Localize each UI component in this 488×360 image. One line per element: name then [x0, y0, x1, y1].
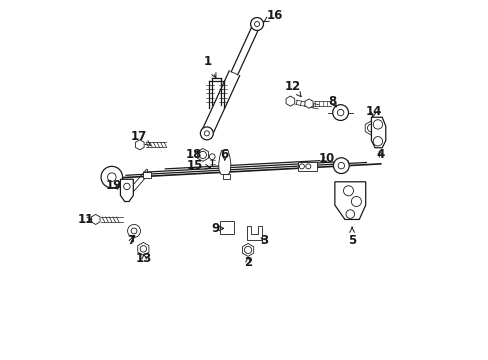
Polygon shape [297, 162, 317, 171]
Circle shape [204, 131, 209, 136]
Circle shape [305, 164, 310, 169]
Polygon shape [334, 182, 365, 220]
Text: 3: 3 [260, 234, 268, 247]
Circle shape [200, 127, 213, 140]
Polygon shape [197, 148, 208, 161]
Circle shape [209, 154, 215, 159]
Polygon shape [138, 242, 149, 255]
Text: 6: 6 [220, 148, 228, 161]
Circle shape [199, 151, 206, 158]
Circle shape [346, 210, 354, 219]
Text: 14: 14 [365, 105, 381, 118]
Text: 11: 11 [78, 213, 94, 226]
Circle shape [372, 136, 382, 146]
Bar [143, 172, 150, 178]
Text: 16: 16 [263, 9, 283, 22]
Text: 12: 12 [284, 80, 301, 97]
Circle shape [337, 109, 343, 116]
Polygon shape [91, 215, 100, 225]
Polygon shape [242, 243, 253, 256]
Circle shape [332, 105, 348, 121]
Circle shape [140, 246, 146, 252]
Text: 7: 7 [127, 234, 135, 247]
Circle shape [254, 22, 259, 27]
Circle shape [372, 120, 382, 129]
Polygon shape [371, 117, 385, 148]
Circle shape [250, 18, 263, 31]
Polygon shape [305, 99, 312, 108]
Text: 10: 10 [318, 152, 334, 165]
Text: 9: 9 [210, 222, 223, 235]
Polygon shape [218, 150, 230, 175]
Text: 15: 15 [186, 159, 210, 172]
Text: 2: 2 [244, 256, 252, 269]
Circle shape [333, 158, 348, 174]
Text: 8: 8 [327, 95, 336, 108]
Polygon shape [365, 121, 377, 135]
Polygon shape [246, 226, 262, 240]
Circle shape [367, 124, 375, 132]
Polygon shape [135, 140, 144, 150]
Text: 17: 17 [130, 130, 150, 145]
Circle shape [343, 186, 353, 196]
Text: 4: 4 [376, 148, 384, 161]
Polygon shape [285, 96, 294, 106]
Text: 19: 19 [105, 179, 122, 192]
Bar [223, 174, 230, 179]
Circle shape [131, 228, 137, 234]
Circle shape [299, 164, 304, 169]
Circle shape [244, 246, 251, 253]
Polygon shape [120, 179, 133, 202]
Circle shape [123, 183, 130, 190]
Text: 5: 5 [347, 227, 355, 247]
Text: 18: 18 [186, 148, 202, 161]
Circle shape [101, 166, 122, 188]
Circle shape [127, 225, 140, 237]
Circle shape [351, 197, 361, 207]
Circle shape [337, 162, 344, 169]
Bar [220, 221, 234, 234]
Circle shape [107, 173, 116, 181]
Text: 13: 13 [136, 252, 152, 265]
Text: 1: 1 [203, 55, 216, 78]
